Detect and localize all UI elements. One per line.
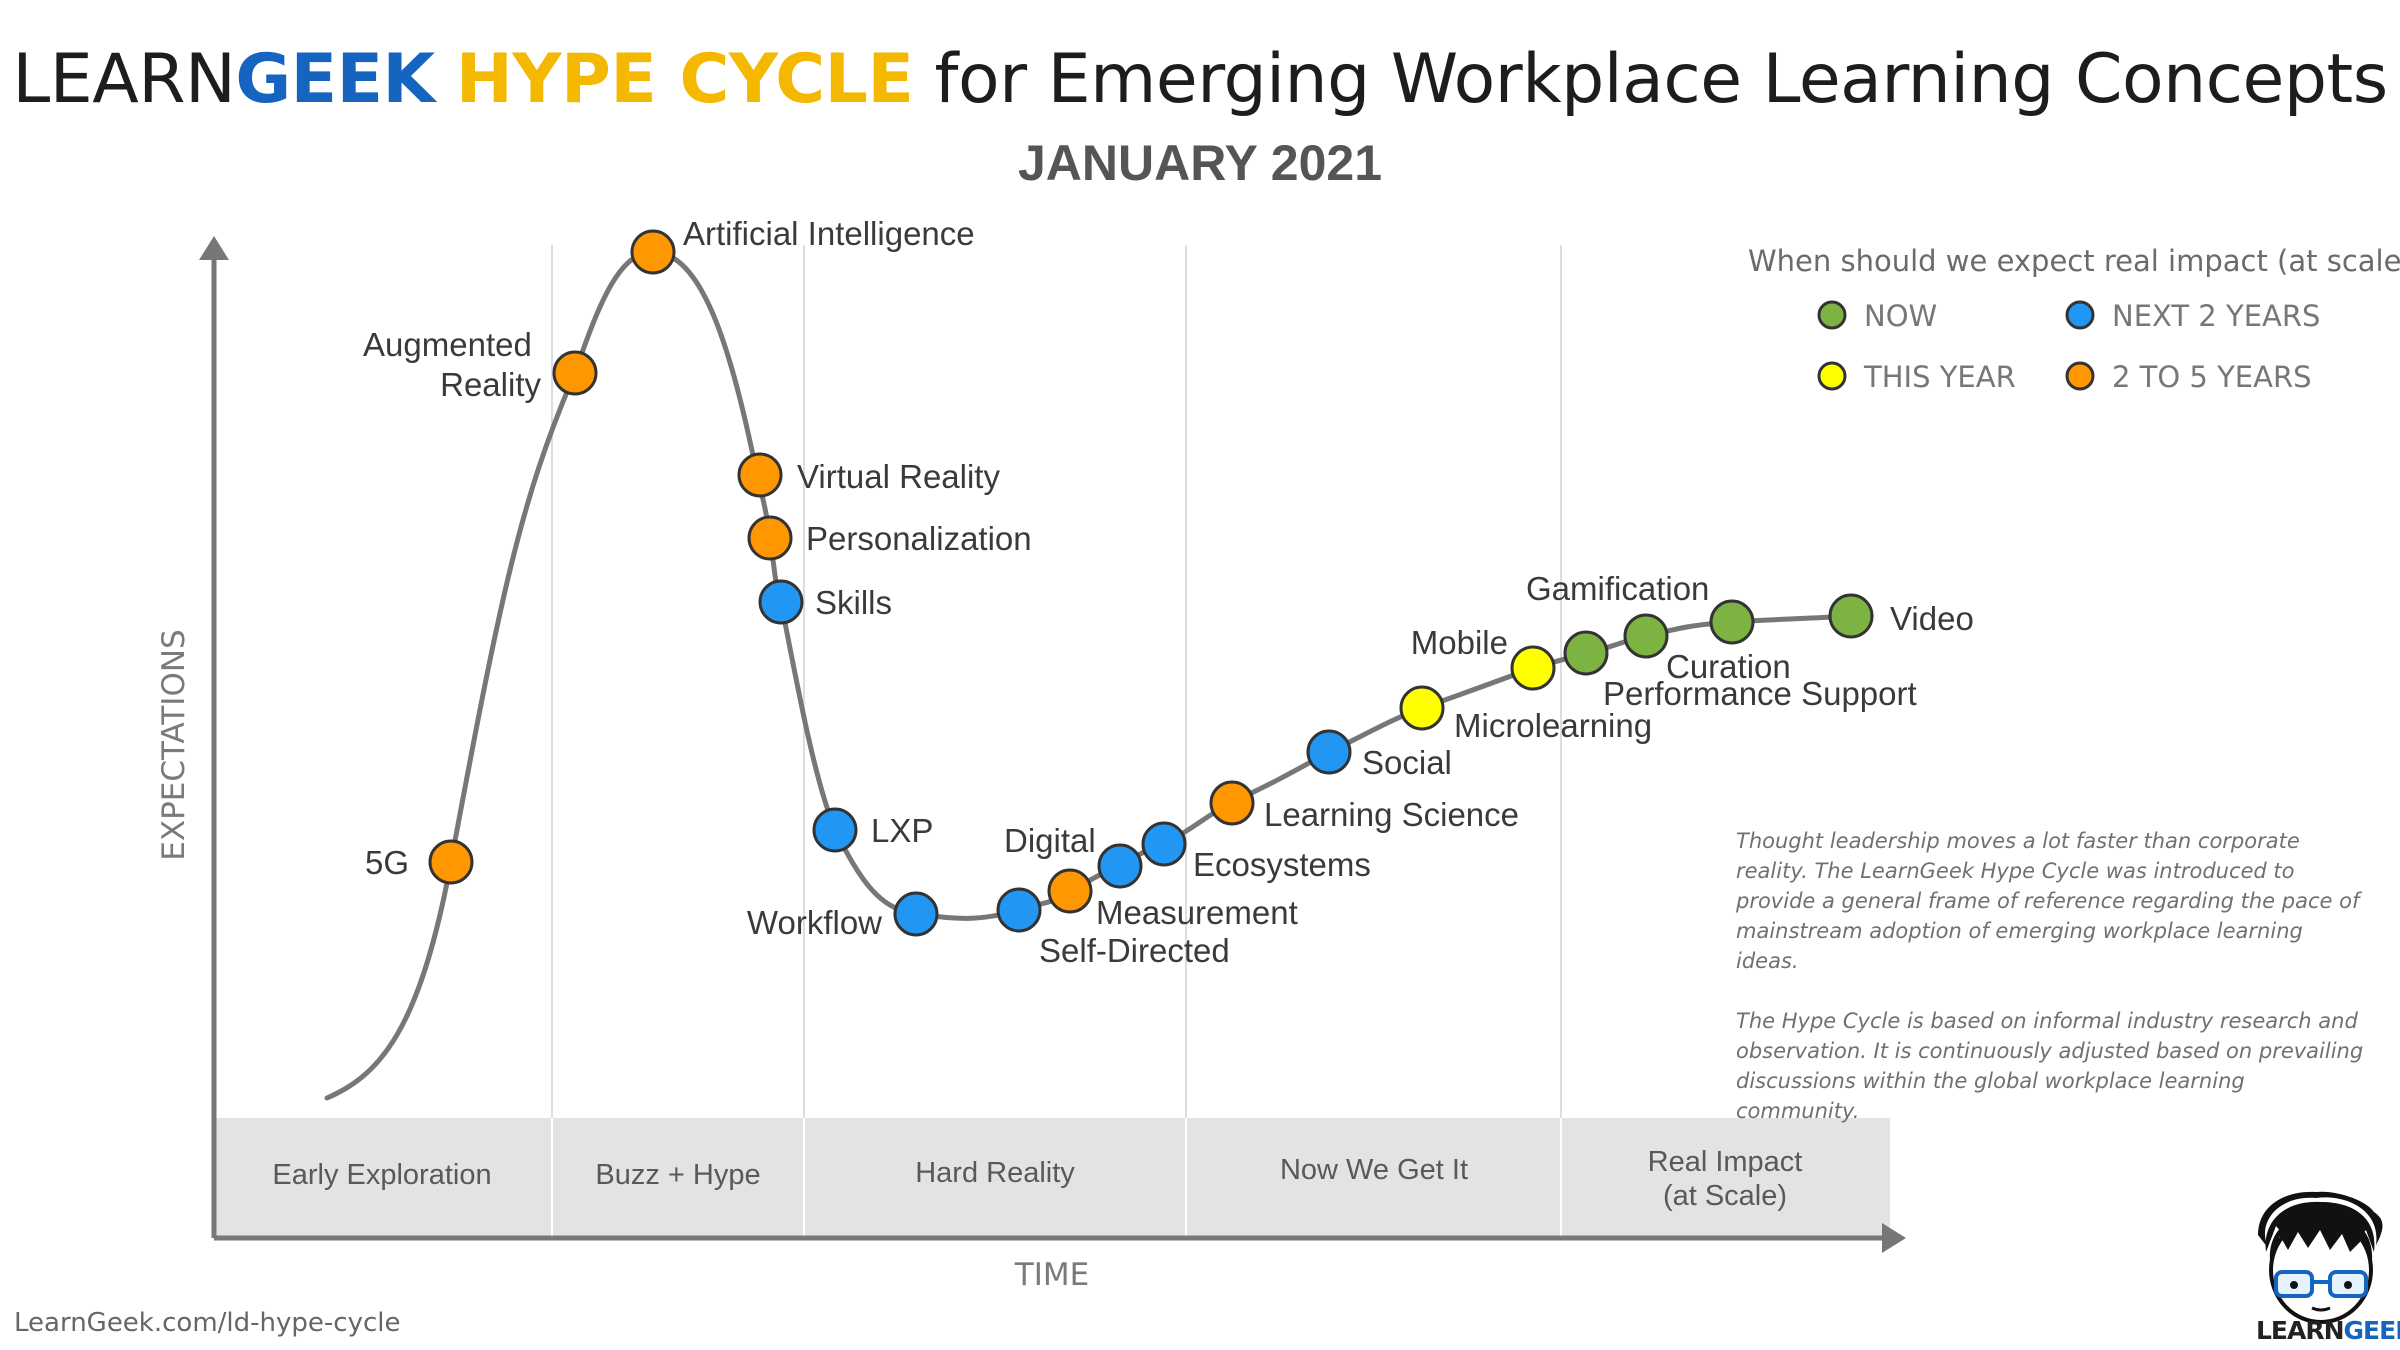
legend-dot-now	[1817, 300, 1847, 330]
wordmark-geek: GEEK	[2343, 1316, 2400, 1345]
title-rest: for Emerging Workplace Learning Concepts	[934, 40, 2389, 119]
concept-dot-learning-science	[1209, 780, 1255, 826]
phase-now-we-get-it: Now We Get It	[1280, 1154, 1468, 1186]
concept-dot-5g	[428, 839, 474, 885]
concept-markers	[428, 229, 1874, 937]
concept-dot-microlearning	[1399, 685, 1445, 731]
concept-labels: 5G Augmented Reality Artificial Intellig…	[363, 215, 1974, 969]
legend-label-2to5: 2 TO 5 YEARS	[2112, 360, 2312, 394]
concept-label-curation: Curation	[1666, 648, 1791, 685]
concept-label-microlearning: Microlearning	[1454, 707, 1652, 744]
title-brand-geek: GEEK	[235, 40, 435, 119]
concept-dot-augmented-reality	[552, 350, 598, 396]
concept-label-augmented-reality: Augmented Reality	[363, 326, 541, 403]
concept-label-performance-support: Performance Support	[1603, 675, 1917, 712]
concept-dot-artificial-intelligence	[630, 229, 676, 275]
concept-label-social: Social	[1362, 744, 1452, 781]
concept-label-self-directed: Self-Directed	[1039, 932, 1230, 969]
concept-label-5g: 5G	[365, 844, 409, 881]
concept-dot-self-directed	[996, 887, 1042, 933]
title-brand-learn: LEARN	[12, 40, 236, 119]
concept-label-video: Video	[1890, 600, 1974, 637]
legend-label-thisyear: THIS YEAR	[1863, 360, 2016, 394]
concept-dot-curation	[1709, 599, 1755, 645]
concept-label-ecosystems: Ecosystems	[1193, 846, 1371, 883]
concept-dot-personalization	[747, 515, 793, 561]
legend-dot-thisyear	[1817, 361, 1847, 391]
concept-dot-digital	[1047, 868, 1093, 914]
x-axis-arrowhead	[1882, 1223, 1906, 1253]
concept-dot-performance-support	[1563, 630, 1609, 676]
concept-label-gamification: Gamification	[1526, 570, 1709, 607]
axes	[211, 248, 1894, 1241]
phase-band-dividers	[551, 1118, 1562, 1238]
concept-label-digital: Digital	[1004, 822, 1096, 859]
augmented-reality-line1: Augmented	[363, 326, 532, 363]
phase-hard-reality: Hard Reality	[915, 1157, 1075, 1189]
footer-link[interactable]: LearnGeek.com/ld-hype-cycle	[14, 1308, 401, 1338]
phase-early-exploration: Early Exploration	[272, 1159, 491, 1191]
phase-buzz-hype: Buzz + Hype	[595, 1159, 760, 1191]
phase-real-impact: Real Impact (at Scale)	[1648, 1146, 1803, 1212]
concept-label-virtual-reality: Virtual Reality	[797, 458, 1000, 495]
legend-dot-next2	[2065, 300, 2095, 330]
concept-dot-social	[1306, 729, 1352, 775]
concept-label-skills: Skills	[815, 584, 892, 621]
phase-dividers	[551, 245, 1562, 1238]
concept-dot-measurement	[1097, 843, 1143, 889]
concept-dot-mobile	[1510, 645, 1556, 691]
concept-dot-skills	[758, 579, 804, 625]
wordmark-learn: LEARN	[2256, 1316, 2345, 1345]
legend-question: When should we expect real impact (at sc…	[1748, 244, 2400, 278]
mascot-eye-right	[2344, 1281, 2352, 1289]
mascot-hair-top	[2269, 1212, 2373, 1260]
legend-dot-2to5	[2065, 361, 2095, 391]
note-paragraph-2: The Hype Cycle is based on informal indu…	[1736, 1009, 2364, 1123]
learngeek-mascot-logo	[2258, 1191, 2383, 1324]
concept-label-lxp: LXP	[871, 812, 933, 849]
y-axis-title: EXPECTATIONS	[156, 629, 192, 860]
learngeek-wordmark: LEARNGEEK	[2256, 1316, 2400, 1345]
concept-label-artificial-intelligence: Artificial Intelligence	[683, 215, 975, 252]
legend-label-next2: NEXT 2 YEARS	[2112, 299, 2320, 333]
concept-dot-gamification	[1623, 613, 1669, 659]
legend-label-now: NOW	[1864, 299, 1937, 333]
phase-band	[216, 1118, 1890, 1238]
legend: When should we expect real impact (at sc…	[1748, 244, 2400, 394]
mascot-eye-left	[2290, 1281, 2298, 1289]
concept-dot-virtual-reality	[737, 452, 783, 498]
concept-dot-lxp	[812, 807, 858, 853]
concept-label-mobile: Mobile	[1411, 624, 1508, 661]
title-hype-cycle: HYPE CYCLE	[455, 40, 914, 119]
concept-label-personalization: Personalization	[806, 520, 1032, 557]
concept-label-workflow: Workflow	[747, 904, 882, 941]
mascot-mouth	[2311, 1306, 2331, 1312]
mascot-hair-fill	[2265, 1201, 2375, 1252]
x-axis-title: TIME	[1014, 1257, 1089, 1293]
chart-title: LEARNGEEK HYPE CYCLE for Emerging Workpl…	[0, 40, 2400, 119]
concept-dot-workflow	[893, 891, 939, 937]
concept-label-measurement: Measurement	[1096, 894, 1298, 931]
concept-dot-video	[1828, 593, 1874, 639]
concept-label-learning-science: Learning Science	[1264, 796, 1519, 833]
y-axis-arrowhead	[199, 236, 229, 260]
note-paragraph-1: Thought leadership moves a lot faster th…	[1736, 829, 2360, 973]
augmented-reality-line2: Reality	[440, 366, 541, 403]
chart-subtitle: JANUARY 2021	[1017, 135, 1383, 191]
concept-dot-ecosystems	[1141, 821, 1187, 867]
explanatory-note: Thought leadership moves a lot faster th…	[1736, 826, 2366, 1156]
